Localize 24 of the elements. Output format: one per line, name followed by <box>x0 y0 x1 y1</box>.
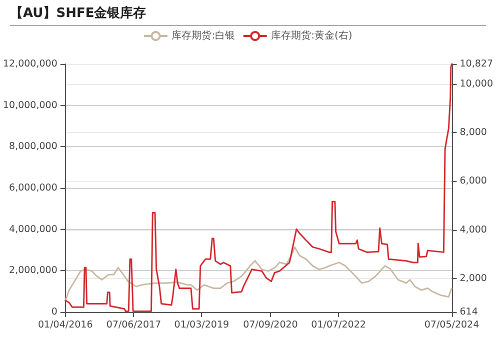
y2-tick-label: 10,000 <box>460 78 494 90</box>
y-tick-label: 10,000,000 <box>2 100 58 111</box>
legend-label: 库存期货:白银 <box>172 30 236 42</box>
legend-label: 库存期货:黄金(右) <box>271 30 352 42</box>
y2-tick-label: 614 <box>460 306 478 318</box>
x-tick-label: 01/07/2022 <box>311 320 366 330</box>
x-tick-label: 07/06/2017 <box>106 320 162 330</box>
y2-tick-label: 2,000 <box>460 272 487 284</box>
y-tick-label: 8,000,000 <box>9 141 58 152</box>
y-tick-label: 4,000,000 <box>9 224 58 235</box>
x-tick-label: 01/04/2016 <box>38 320 93 330</box>
y-tick-label: 12,000,000 <box>2 58 58 70</box>
x-tick-label: 07/09/2020 <box>243 320 298 330</box>
x-tick-label: 07/05/2024 <box>424 320 480 330</box>
y2-tick-label: 10,827 <box>460 58 494 70</box>
y2-tick-label: 6,000 <box>460 176 487 187</box>
y2-tick-label: 4,000 <box>460 224 487 236</box>
y-tick-label: 0 <box>51 306 58 318</box>
y-tick-label: 6,000,000 <box>9 182 58 194</box>
y2-tick-label: 8,000 <box>460 127 487 138</box>
chart-title: 【AU】SHFE金银库存 <box>10 4 486 26</box>
line-series <box>64 246 453 302</box>
x-tick-label: 01/03/2019 <box>174 320 230 330</box>
y-tick-label: 2,000,000 <box>9 265 58 276</box>
